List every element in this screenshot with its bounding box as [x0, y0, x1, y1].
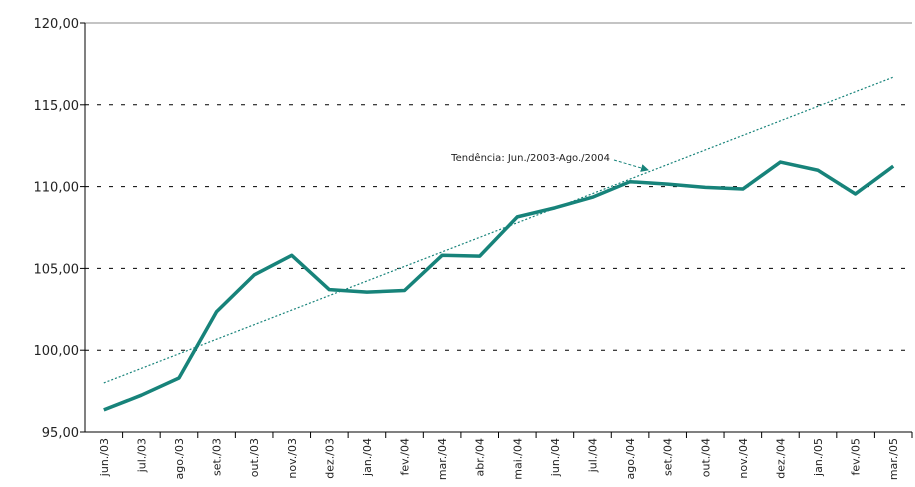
- trend-line: [103, 76, 894, 384]
- y-tick-label: 115,00: [34, 99, 80, 114]
- x-tick-label: mar./04: [436, 438, 449, 480]
- x-tick-label: fev./04: [399, 438, 412, 476]
- x-tick-label: out./03: [248, 438, 261, 477]
- x-tick-label: ago./04: [624, 438, 637, 479]
- y-tick-label: 95,00: [42, 426, 79, 441]
- x-tick-label: jul./03: [135, 438, 148, 473]
- x-tick-label: abr./04: [474, 438, 487, 476]
- x-tick-label: set./03: [211, 438, 224, 476]
- x-tick-label: ago./03: [173, 438, 186, 479]
- x-tick-label: jan./04: [361, 438, 374, 477]
- y-tick-label: 100,00: [34, 344, 80, 359]
- x-tick-label: fev./05: [850, 438, 863, 476]
- x-tick-label: dez./04: [774, 438, 787, 479]
- x-tick-label: jul./04: [586, 438, 599, 473]
- y-tick-label: 105,00: [34, 262, 80, 277]
- y-tick-label: 110,00: [34, 181, 80, 196]
- annotation-arrow: [613, 159, 649, 172]
- y-tick-label: 120,00: [34, 17, 80, 32]
- x-tick-label: set./04: [662, 438, 675, 476]
- x-tick-label: out./04: [699, 438, 712, 477]
- annotation: Tendência: Jun./2003-Ago./2004: [450, 152, 610, 164]
- x-tick-label: jun./03: [98, 438, 111, 477]
- x-tick-label: mai./04: [511, 438, 524, 480]
- x-tick-label: jun./04: [549, 438, 562, 477]
- x-tick-label: dez./03: [323, 438, 336, 479]
- line: [103, 160, 895, 412]
- x-tick-label: nov./03: [286, 438, 299, 479]
- x-tick-label: mar./05: [887, 438, 900, 480]
- x-tick-label: nov./04: [737, 438, 750, 479]
- x-tick-label: jan./05: [812, 438, 825, 477]
